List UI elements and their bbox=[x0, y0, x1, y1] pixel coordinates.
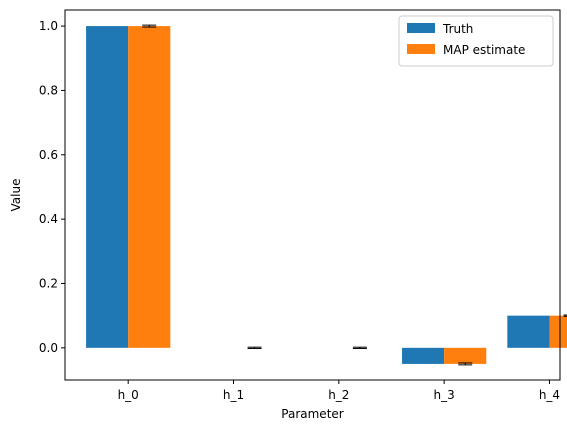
x-ticks: h_0 h_1 h_2 h_3 h_4 bbox=[118, 380, 560, 402]
x-tick-label-h_0: h_0 bbox=[118, 388, 139, 402]
y-tick-label: 0.0 bbox=[39, 341, 58, 355]
x-axis-label: Parameter bbox=[281, 407, 343, 421]
x-tick-label-h_3: h_3 bbox=[434, 388, 455, 402]
bar-truth-h_4 bbox=[507, 315, 550, 348]
bar-truth-h_0 bbox=[86, 26, 129, 348]
errorbar-h_2 bbox=[352, 346, 367, 349]
errorbar-h_1 bbox=[247, 346, 262, 349]
legend: Truth MAP estimate bbox=[398, 15, 554, 67]
y-tick-label: 0.8 bbox=[39, 83, 58, 97]
legend-label-0: Truth bbox=[442, 22, 473, 36]
legend-swatch-1 bbox=[407, 44, 435, 54]
y-ticks: 0.0 0.2 0.4 0.6 0.8 1.0 bbox=[39, 19, 65, 355]
y-tick-label: 0.2 bbox=[39, 276, 58, 290]
errorbar-h_0 bbox=[142, 24, 157, 28]
bar-map-estimate-h_4 bbox=[549, 315, 567, 348]
bar-map-estimate-h_0 bbox=[128, 26, 171, 348]
x-tick-label-h_2: h_2 bbox=[328, 388, 349, 402]
y-tick-label: 0.4 bbox=[39, 212, 58, 226]
bar-map-estimate-h_3 bbox=[444, 347, 487, 364]
errorbars-group bbox=[142, 24, 567, 366]
legend-swatch-0 bbox=[407, 23, 435, 33]
bar-truth-h_3 bbox=[402, 347, 445, 364]
axes-frame bbox=[64, 9, 561, 381]
y-tick-label: 1.0 bbox=[39, 19, 58, 33]
x-tick-label-h_1: h_1 bbox=[223, 388, 244, 402]
y-axis-label: Value bbox=[9, 179, 23, 212]
errorbar-h_3 bbox=[458, 362, 473, 366]
y-tick-label: 0.6 bbox=[39, 148, 58, 162]
x-tick-label-h_4: h_4 bbox=[539, 388, 560, 402]
errorbar-h_4 bbox=[563, 314, 567, 317]
legend-label-1: MAP estimate bbox=[443, 43, 525, 57]
bars-group bbox=[86, 26, 567, 364]
legend-box bbox=[398, 15, 554, 67]
